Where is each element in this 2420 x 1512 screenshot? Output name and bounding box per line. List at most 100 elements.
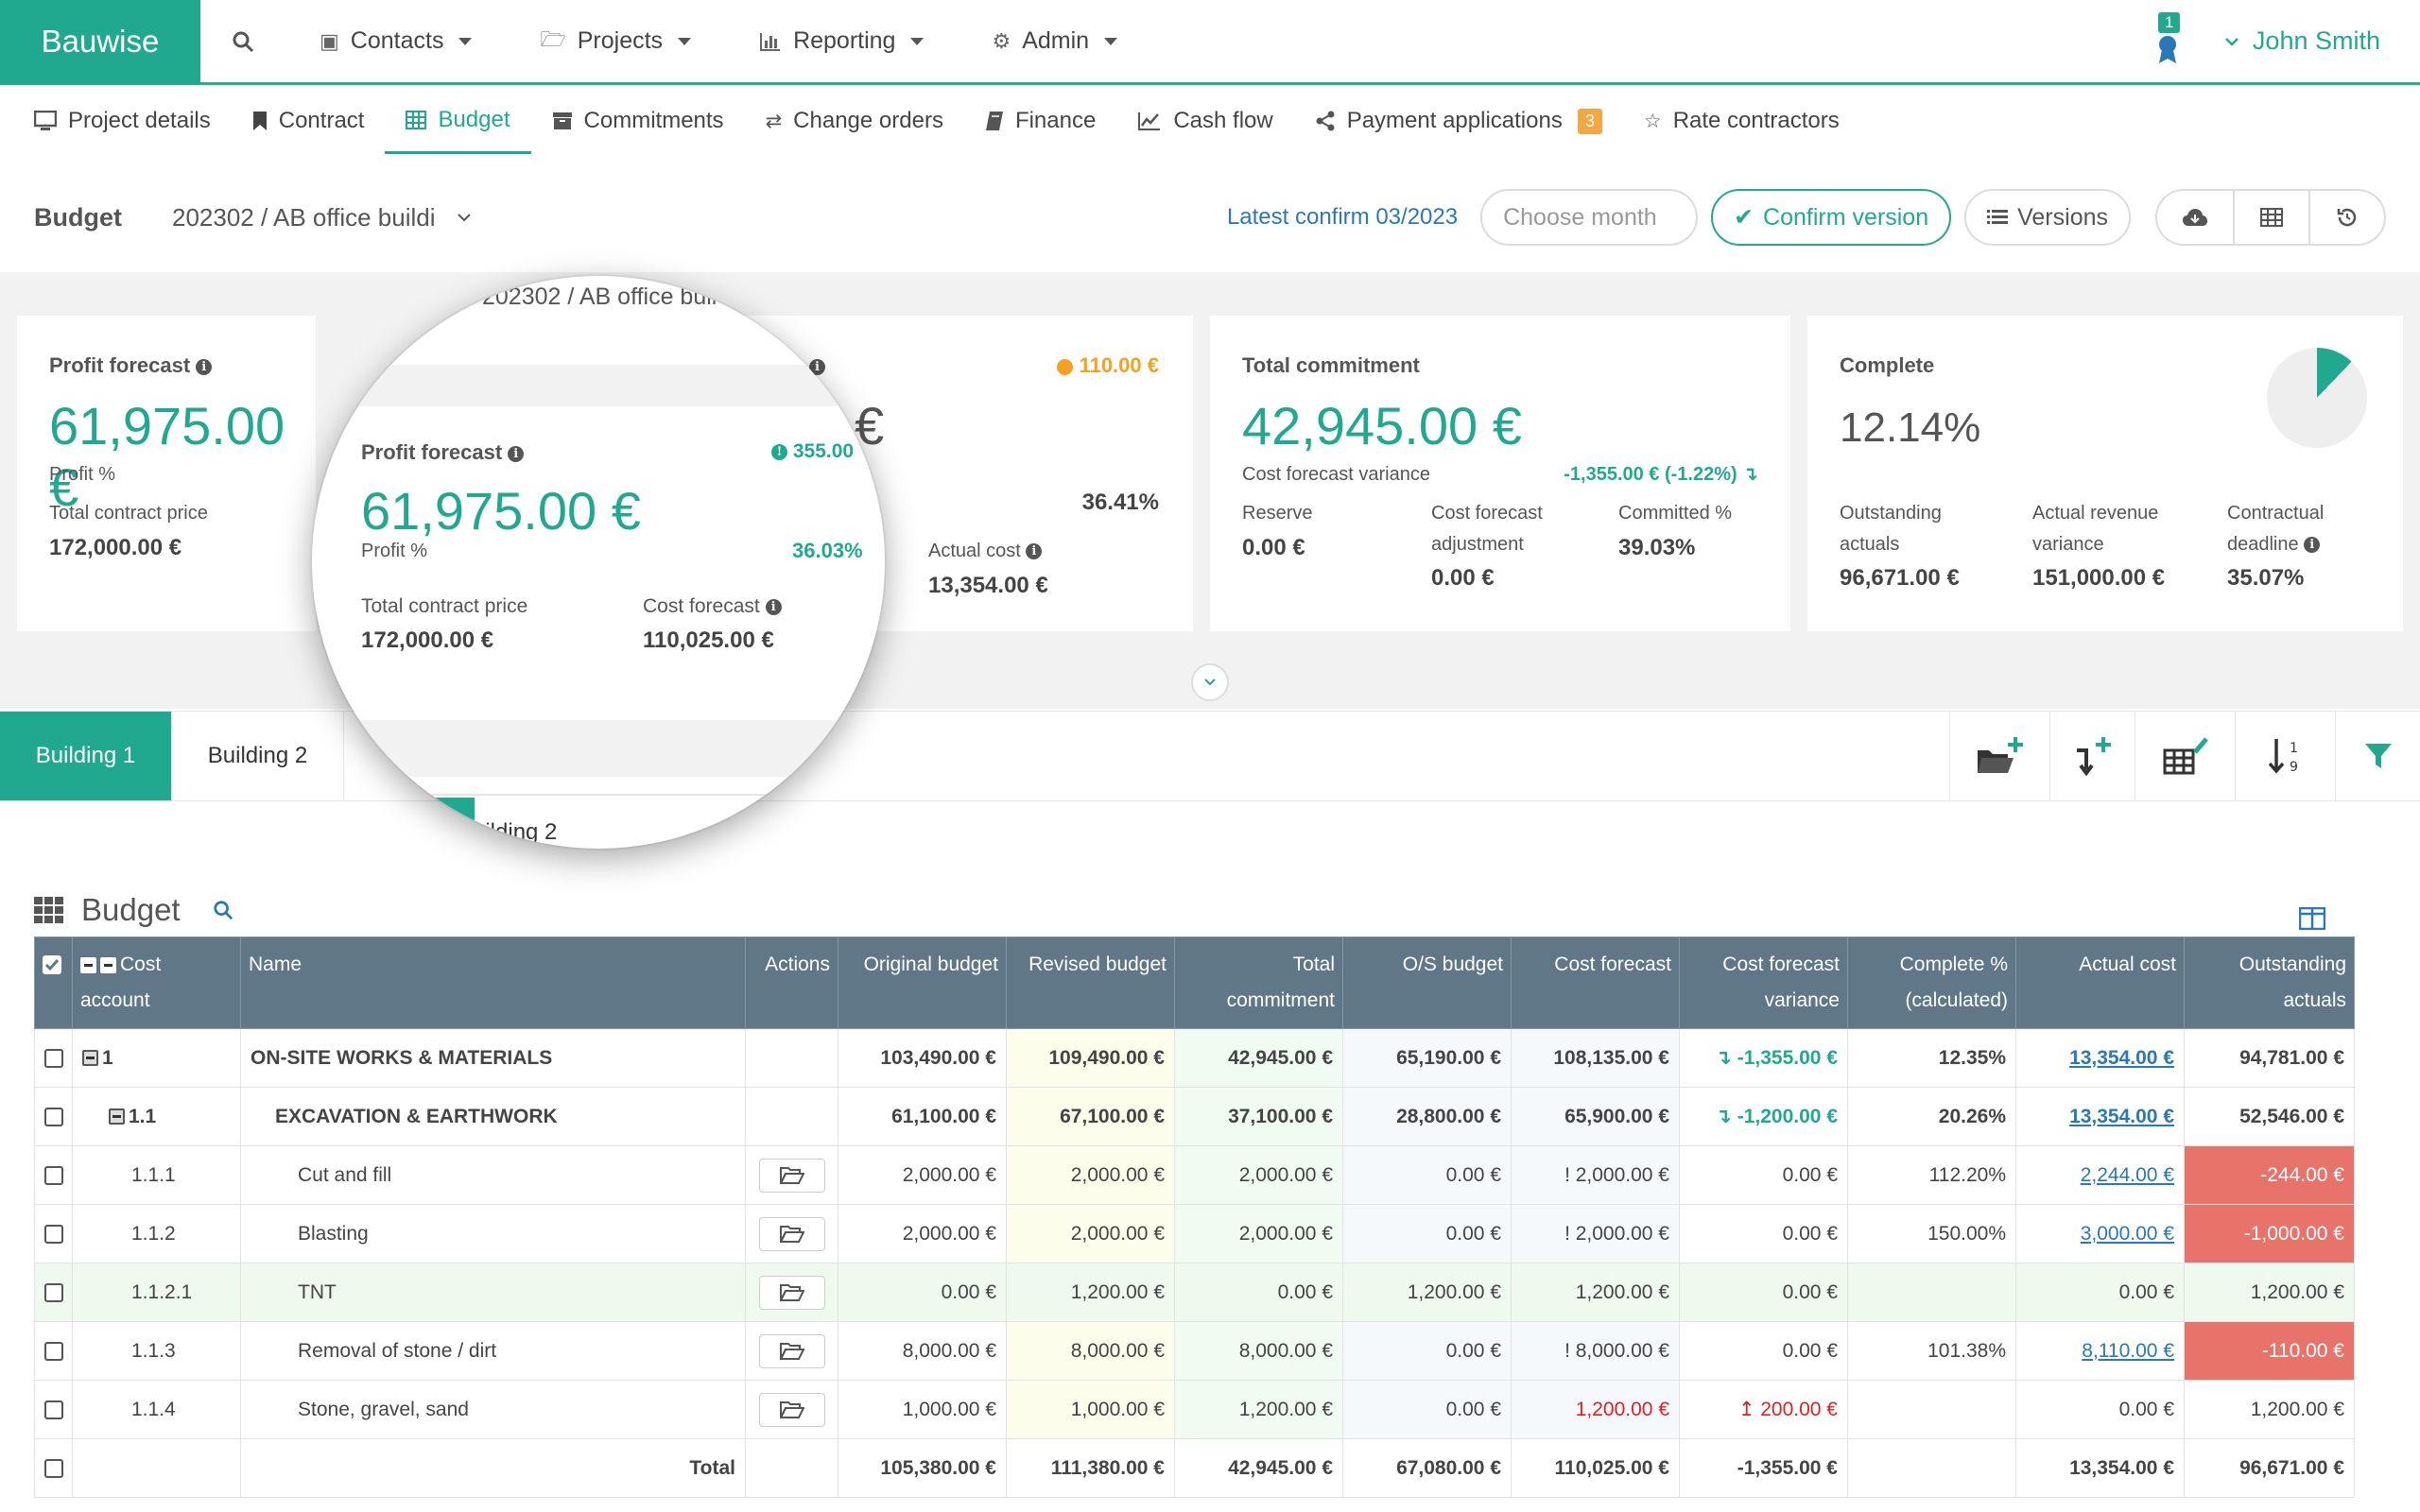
row-checkbox[interactable] (44, 1048, 63, 1068)
col-os-budget[interactable]: O/S budget (1342, 936, 1512, 1029)
tab-rate-contractors[interactable]: ☆ Rate contractors (1623, 88, 1860, 154)
tab-budget[interactable]: Budget (385, 88, 531, 154)
cost-forecast-variance-cell: 0.00 € (1679, 1263, 1848, 1322)
tab-building-1[interactable]: Building 1 (0, 712, 172, 800)
name-cell[interactable]: Blasting (240, 1204, 746, 1263)
row-checkbox[interactable] (44, 1107, 63, 1126)
grid-view-button[interactable] (2233, 191, 2308, 244)
collapse-icon[interactable] (109, 1108, 125, 1125)
actual-cost-link[interactable]: 2,244.00 € (2015, 1145, 2185, 1205)
tab-building-2[interactable]: Building 2 (172, 712, 344, 800)
collapse-icon[interactable] (82, 1050, 98, 1067)
row-checkbox-cell[interactable] (34, 1380, 73, 1439)
tab-project-details[interactable]: Project details (13, 88, 232, 154)
collapse-all-icon[interactable] (80, 956, 96, 973)
info-icon[interactable]: i (1026, 543, 1043, 559)
info-icon: i (508, 446, 525, 462)
confirm-version-button[interactable]: ✔ Confirm version (1711, 189, 1952, 246)
select-all-cell[interactable] (34, 936, 73, 1029)
filter-button[interactable] (2335, 712, 2420, 800)
versions-button[interactable]: Versions (1964, 189, 2131, 246)
name-cell[interactable]: Stone, gravel, sand (240, 1380, 746, 1439)
notifications-button[interactable]: 1 (2149, 11, 2187, 65)
col-cost-forecast-variance[interactable]: Cost forecast variance (1679, 936, 1848, 1029)
tab-commitments[interactable]: Commitments (531, 88, 745, 154)
actual-cost-link[interactable]: 8,110.00 € (2015, 1321, 2185, 1381)
row-checkbox-cell[interactable] (34, 1263, 73, 1322)
expand-kpi-button[interactable] (1191, 663, 1229, 701)
os-budget-cell: 1,200.00 € (1342, 1263, 1512, 1322)
tab-contract[interactable]: Contract (232, 88, 386, 154)
name-cell[interactable]: Cut and fill (240, 1145, 746, 1205)
tab-change-orders[interactable]: ⇄ Change orders (745, 88, 964, 154)
row-checkbox[interactable] (44, 1400, 63, 1419)
col-cost-account[interactable]: Cost account (72, 936, 241, 1029)
history-button[interactable] (2308, 191, 2384, 244)
tab-finance[interactable]: Finance (964, 88, 1116, 154)
nav-admin[interactable]: ⚙ Admin (958, 0, 1151, 84)
row-checkbox-cell[interactable] (34, 1438, 73, 1498)
col-complete-pct[interactable]: Complete % (calculated) (1847, 936, 2016, 1029)
name-cell[interactable]: ON-SITE WORKS & MATERIALS (240, 1028, 746, 1088)
actual-cost-link[interactable]: 13,354.00 € (2015, 1087, 2185, 1146)
user-menu[interactable]: John Smith (2224, 26, 2380, 56)
open-folder-button[interactable] (758, 1216, 825, 1251)
row-checkbox-cell[interactable] (34, 1204, 73, 1263)
complete-title: Complete (1840, 353, 1935, 377)
col-original-budget[interactable]: Original budget (838, 936, 1007, 1029)
col-revised-budget[interactable]: Revised budget (1006, 936, 1175, 1029)
col-cost-forecast[interactable]: Cost forecast (1511, 936, 1680, 1029)
name-cell[interactable]: Removal of stone / dirt (240, 1321, 746, 1381)
row-checkbox[interactable] (44, 1165, 63, 1185)
col-actual-cost[interactable]: Actual cost (2015, 936, 2185, 1029)
row-checkbox-cell[interactable] (34, 1321, 73, 1381)
row-checkbox-cell[interactable] (34, 1145, 73, 1205)
search-icon[interactable] (213, 900, 233, 920)
open-folder-button[interactable] (758, 1333, 825, 1368)
row-checkbox[interactable] (44, 1341, 63, 1361)
top-navbar: Bauwise ▣ Contacts 🗁 Projects Reporting … (0, 0, 2420, 85)
open-folder-button[interactable] (758, 1275, 825, 1310)
open-folder-button[interactable] (758, 1392, 825, 1427)
add-row-button[interactable] (2049, 712, 2135, 800)
cost-forecast-cell: ! 8,000.00 € (1511, 1321, 1680, 1381)
choose-month-input[interactable]: Choose month (1480, 189, 1699, 246)
brand-logo[interactable]: Bauwise (0, 0, 200, 84)
revised-budget-cell: 1,000.00 € (1006, 1380, 1175, 1439)
row-checkbox[interactable] (44, 1224, 63, 1244)
project-select[interactable]: 202302 / AB office buildi (172, 203, 472, 232)
search-button[interactable] (200, 0, 285, 84)
cloud-download-icon (2183, 209, 2207, 226)
add-folder-button[interactable] (1949, 712, 2049, 800)
column-picker-button[interactable] (2298, 906, 2326, 935)
row-checkbox-cell[interactable] (34, 1028, 73, 1088)
actual-cost-link[interactable]: 3,000.00 € (2015, 1204, 2185, 1263)
cost-forecast-cell: 65,900.00 € (1511, 1087, 1680, 1146)
nav-contacts[interactable]: ▣ Contacts (285, 0, 506, 84)
col-outstanding-actuals[interactable]: Outstanding actuals (2184, 936, 2355, 1029)
tab-payment-applications[interactable]: Payment applications 3 (1294, 88, 1623, 154)
info-icon[interactable]: i (2304, 537, 2321, 553)
col-name[interactable]: Name (240, 936, 746, 1029)
row-checkbox-cell[interactable] (34, 1087, 73, 1146)
edit-table-button[interactable] (2135, 712, 2235, 800)
nav-reporting[interactable]: Reporting (725, 0, 958, 84)
name-cell[interactable]: TNT (240, 1263, 746, 1322)
tab-cash-flow[interactable]: Cash flow (1116, 88, 1293, 154)
name-cell[interactable]: EXCAVATION & EARTHWORK (240, 1087, 746, 1146)
latest-confirm-link[interactable]: Latest confirm 03/2023 (1226, 204, 1459, 230)
row-checkbox[interactable] (44, 1458, 63, 1478)
user-name: John Smith (2252, 26, 2380, 55)
actual-cost-value: 13,354.00 € (928, 573, 1048, 598)
row-checkbox[interactable] (44, 1282, 63, 1302)
info-icon[interactable]: i (196, 359, 213, 375)
col-total-commitment[interactable]: Total commitment (1174, 936, 1343, 1029)
total-cost-forecast: 110,025.00 € (1511, 1438, 1680, 1498)
open-folder-button[interactable] (758, 1158, 825, 1193)
select-all-checkbox[interactable] (43, 955, 61, 975)
actual-cost-link[interactable]: 13,354.00 € (2015, 1028, 2185, 1088)
cloud-download-button[interactable] (2157, 191, 2233, 244)
collapse-all-icon[interactable] (100, 956, 116, 973)
nav-projects[interactable]: 🗁 Projects (506, 0, 725, 84)
